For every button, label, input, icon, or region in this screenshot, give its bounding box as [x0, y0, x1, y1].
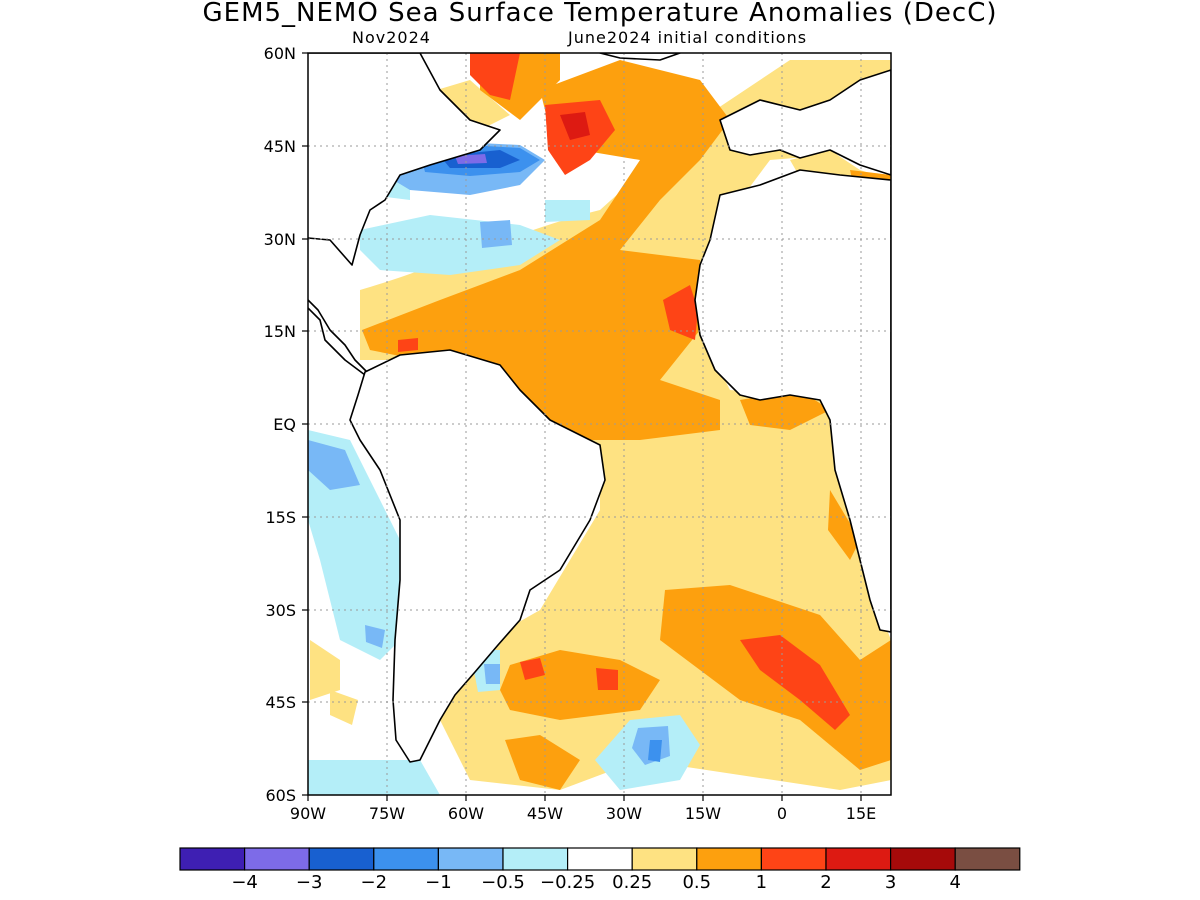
colorbar-swatch [631, 847, 698, 871]
lat-label-30n: 30N [263, 230, 296, 249]
colorbar-swatch [566, 847, 633, 871]
colorbar-label: 1 [755, 872, 768, 893]
colorbar-label: −0.5 [481, 872, 525, 893]
lon-label-30w: 30W [605, 804, 643, 823]
colorbar-swatch [179, 847, 246, 871]
colorbar-label: 0.25 [612, 872, 653, 893]
europe [719, 69, 891, 176]
anomaly-neg3-neg4 [455, 154, 487, 164]
colorbar-label: −0.25 [540, 872, 596, 893]
colorbar-swatch [954, 847, 1021, 871]
colorbar-swatch [825, 847, 892, 871]
colorbar-label: 2 [820, 872, 832, 893]
lon-label-90w: 90W [289, 804, 327, 823]
colorbar [179, 847, 1021, 871]
colorbar-label: −4 [231, 872, 258, 893]
initial-conditions: June2024 initial conditions [568, 28, 808, 47]
colorbar-swatch [437, 847, 504, 871]
anomaly-2-3 [560, 112, 590, 140]
lat-label-45n: 45N [263, 137, 296, 156]
lat-label-60s: 60S [265, 786, 296, 805]
map-title: GEM5_NEMO Sea Surface Temperature Anomal… [202, 0, 998, 28]
forecast-month: Nov2024 [352, 28, 431, 47]
north-america [308, 53, 501, 266]
lon-label-60w: 60W [447, 804, 485, 823]
lat-lon-grid [308, 53, 891, 795]
colorbar-label: −1 [425, 872, 452, 893]
colorbar-label: −2 [360, 872, 388, 893]
colorbar-label: 3 [884, 872, 897, 893]
colorbar-swatch [696, 847, 762, 871]
lon-label-45w: 45W [526, 804, 564, 823]
africa [694, 169, 891, 633]
map-content [308, 53, 891, 795]
lat-label-15n: 15N [263, 322, 296, 341]
lat-label-30s: 30S [265, 601, 296, 620]
lon-label-0: 0 [776, 804, 788, 823]
colorbar-swatch [244, 847, 310, 871]
lon-label-15w: 15W [684, 804, 722, 823]
colorbar-swatch [502, 847, 569, 871]
colorbar-swatch [889, 847, 956, 871]
lon-label-15e: 15E [845, 804, 877, 823]
colorbar-swatch [308, 847, 375, 871]
lat-label-45s: 45S [265, 693, 296, 712]
greenland [599, 53, 681, 61]
lon-label-75w: 75W [368, 804, 406, 823]
land [308, 53, 891, 763]
colorbar-swatch [760, 847, 827, 871]
colorbar-swatch [373, 847, 439, 871]
colorbar-label: 0.5 [682, 872, 712, 893]
lat-label-eq: EQ [273, 415, 296, 434]
colorbar-label: 4 [949, 872, 961, 893]
colorbar-label: −3 [295, 872, 323, 893]
lat-label-15s: 15S [265, 508, 296, 527]
lat-label-60n: 60N [263, 44, 296, 63]
axis-ticks [302, 52, 862, 801]
